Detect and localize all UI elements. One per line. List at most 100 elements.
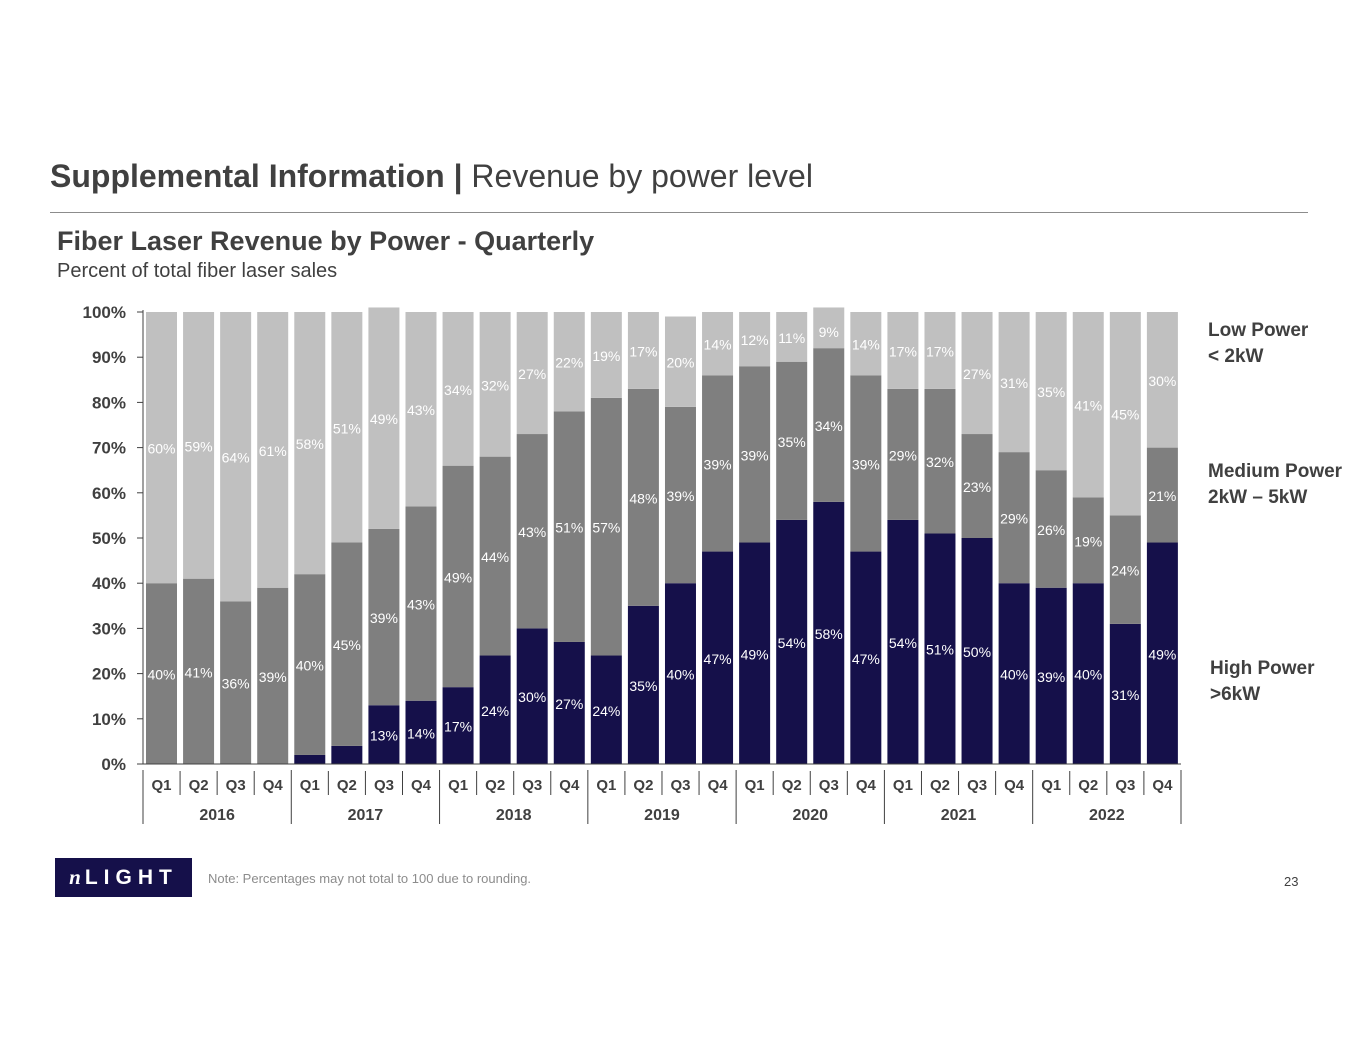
bar-segment	[479, 655, 511, 764]
data-label: 36%	[222, 676, 250, 692]
bar-segment	[220, 601, 252, 764]
bar-segment	[220, 312, 252, 602]
bar-segment	[590, 312, 622, 398]
bar-segment	[924, 533, 956, 764]
bar-segment	[776, 312, 808, 362]
bar-segment	[961, 538, 993, 764]
bar-segment	[553, 411, 585, 642]
bar-segment	[516, 434, 548, 629]
x-tick-label: Q3	[226, 777, 246, 794]
data-label: 32%	[926, 454, 954, 470]
bar-segment	[590, 397, 622, 656]
data-label: 29%	[1000, 511, 1028, 527]
data-label: 31%	[1000, 375, 1028, 391]
data-label: 43%	[518, 524, 546, 540]
data-label: 41%	[1074, 398, 1102, 414]
data-label: 19%	[1074, 533, 1102, 549]
data-label: 22%	[555, 355, 583, 371]
bar-segment	[146, 312, 177, 584]
legend-medium-power: Medium Power 2kW – 5kW	[1208, 459, 1342, 511]
bar-segment	[739, 542, 771, 764]
year-label: 2022	[1089, 807, 1125, 824]
year-label: 2021	[941, 807, 977, 824]
data-label: 35%	[1037, 384, 1065, 400]
bar-segment	[1109, 312, 1141, 516]
data-label: 39%	[370, 610, 398, 626]
data-label: 61%	[259, 443, 287, 459]
bar-segment	[1109, 515, 1141, 624]
x-tick-label: Q4	[411, 777, 432, 794]
bar-segment	[961, 434, 993, 538]
x-tick-label: Q2	[337, 777, 357, 794]
bar-segment	[1035, 470, 1067, 588]
data-label: 40%	[296, 658, 324, 674]
bar-segment	[1035, 312, 1067, 471]
bar-segment	[887, 519, 919, 764]
data-label: 29%	[889, 447, 917, 463]
bar-segment	[776, 519, 808, 764]
x-tick-label: Q1	[1041, 777, 1061, 794]
data-label: 14%	[704, 337, 732, 353]
chart-title: Fiber Laser Revenue by Power - Quarterly	[57, 226, 595, 256]
slide-title-bold: Supplemental Information |	[50, 158, 463, 194]
data-label: 60%	[147, 441, 175, 457]
bar-segment	[739, 366, 771, 543]
bar-segment	[1072, 497, 1104, 584]
bar-segment	[702, 551, 734, 764]
data-label: 43%	[407, 597, 435, 613]
bar-segment	[1146, 542, 1178, 764]
data-label: 58%	[815, 626, 843, 642]
bar-segment	[961, 312, 993, 435]
data-label: 21%	[1148, 488, 1176, 504]
x-tick-label: Q3	[671, 777, 691, 794]
data-label: 64%	[222, 450, 250, 466]
data-label: 24%	[481, 703, 509, 719]
data-label: 17%	[926, 343, 954, 359]
data-label: 54%	[778, 635, 806, 651]
data-label: 48%	[629, 490, 657, 506]
legend-low-line1: Low Power	[1208, 320, 1309, 341]
y-tick-label: 20%	[92, 665, 126, 684]
x-tick-label: Q2	[1078, 777, 1098, 794]
bar-segment	[1146, 447, 1178, 543]
x-tick-label: Q1	[745, 777, 765, 794]
data-label: 40%	[666, 667, 694, 683]
bar-segment	[368, 528, 400, 706]
bar-segment	[1035, 587, 1067, 764]
bar-segment	[257, 312, 289, 588]
data-label: 40%	[1074, 667, 1102, 683]
data-label: 54%	[889, 635, 917, 651]
x-tick-label: Q4	[263, 777, 284, 794]
x-tick-label: Q2	[485, 777, 505, 794]
bar-segment	[146, 583, 177, 764]
nlight-logo: n LIGHT	[55, 858, 192, 897]
bar-segment	[516, 312, 548, 435]
data-label: 17%	[444, 719, 472, 735]
x-tick-label: Q4	[708, 777, 729, 794]
data-label: 30%	[1148, 373, 1176, 389]
data-label: 41%	[185, 664, 213, 680]
bar-segment	[405, 506, 437, 701]
x-tick-label: Q2	[189, 777, 209, 794]
data-label: 47%	[852, 651, 880, 667]
data-label: 39%	[852, 456, 880, 472]
data-label: 57%	[592, 520, 620, 536]
data-label: 17%	[629, 343, 657, 359]
data-label: 39%	[1037, 669, 1065, 685]
bar-segment	[590, 655, 622, 764]
y-tick-label: 0%	[101, 755, 126, 774]
bar-segment	[1072, 583, 1104, 764]
data-label: 11%	[778, 330, 805, 346]
data-label: 26%	[1037, 522, 1065, 538]
data-label: 13%	[370, 728, 398, 744]
bar-segment	[479, 456, 511, 656]
data-label: 23%	[963, 479, 991, 495]
data-label: 51%	[555, 520, 583, 536]
year-label: 2017	[348, 807, 384, 824]
year-label: 2016	[199, 807, 235, 824]
data-label: 27%	[963, 366, 991, 382]
bar-segment	[183, 312, 215, 579]
bar-segment	[331, 542, 363, 746]
bar-segment	[257, 587, 289, 764]
